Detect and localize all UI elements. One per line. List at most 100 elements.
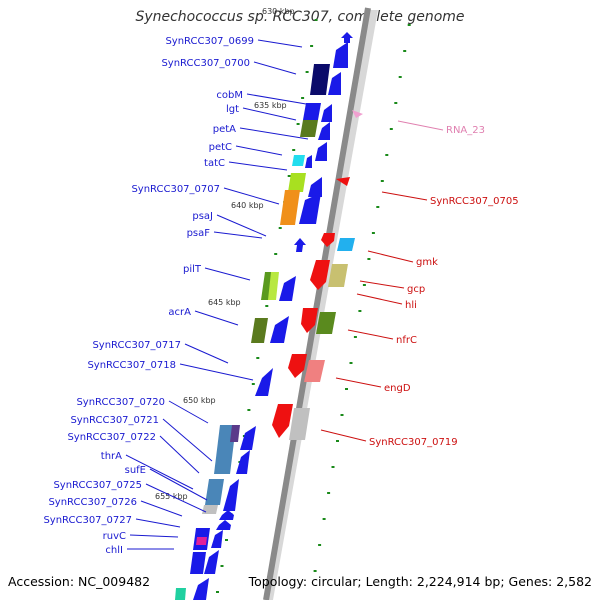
- gene-label-ruvC[interactable]: ruvC: [103, 531, 126, 542]
- gene-arrow-forward[interactable]: [321, 104, 332, 122]
- gene-block[interactable]: [303, 103, 321, 120]
- right-gene-labels: RNA_23 SynRCC307_0705 gmk gcp hli nfrC e…: [320, 120, 519, 448]
- callout-line: [162, 418, 213, 462]
- gene-label-SynRCC307_0727[interactable]: SynRCC307_0727: [43, 515, 132, 526]
- callout-line: [213, 231, 263, 239]
- callout-line: [397, 120, 444, 131]
- gene-label-petA[interactable]: petA: [213, 124, 236, 135]
- gene-arrow-forward[interactable]: [211, 530, 223, 548]
- gene-block-khaki[interactable]: [328, 264, 348, 287]
- gene-arrow-forward[interactable]: [328, 72, 341, 95]
- gene-label-petC[interactable]: petC: [209, 142, 232, 153]
- gene-label-sufE[interactable]: sufE: [125, 465, 146, 476]
- gene-arrow-forward[interactable]: [270, 316, 289, 343]
- callout-line: [149, 468, 208, 501]
- gene-arrow-forward[interactable]: [255, 368, 273, 396]
- gene-arrow-forward[interactable]: [204, 550, 219, 574]
- gene-label-tatC[interactable]: tatC: [204, 158, 225, 169]
- gene-label-pilT[interactable]: pilT: [183, 264, 202, 275]
- gene-label-SynRCC307_0707[interactable]: SynRCC307_0707: [131, 184, 220, 195]
- gene-label-SynRCC307_0725[interactable]: SynRCC307_0725: [53, 480, 142, 491]
- gene-arrow-forward[interactable]: [240, 426, 256, 450]
- gene-arrow-forward[interactable]: [308, 177, 322, 197]
- callout-line: [381, 191, 428, 201]
- gene-arrow-forward[interactable]: [315, 142, 327, 161]
- gene-block-lime[interactable]: [288, 173, 306, 192]
- gene-block-steel[interactable]: [205, 479, 224, 505]
- rna-arrow[interactable]: [352, 110, 363, 118]
- gene-arrow-forward[interactable]: [294, 238, 306, 252]
- gene-arrow-reverse[interactable]: [288, 354, 307, 378]
- callout-line: [194, 310, 239, 326]
- callout-line: [335, 377, 382, 388]
- gene-block-gray[interactable]: [289, 408, 310, 440]
- callout-line: [129, 534, 179, 538]
- gene-block-olive[interactable]: [251, 318, 268, 343]
- gene-arrow-forward[interactable]: [236, 450, 250, 474]
- scale-tick-label: 650 kbp: [183, 396, 216, 405]
- gene-label-SynRCC307_0700[interactable]: SynRCC307_0700: [161, 58, 250, 69]
- gene-label-RNA_23[interactable]: RNA_23: [446, 125, 485, 136]
- gene-block-steel[interactable]: [214, 425, 236, 474]
- accession-text: Accession: NC_009482: [8, 574, 151, 589]
- gene-arrow-forward[interactable]: [193, 578, 209, 600]
- gene-label-SynRCC307_0705[interactable]: SynRCC307_0705: [430, 196, 519, 207]
- callout-line: [159, 435, 200, 474]
- gene-label-SynRCC307_0721[interactable]: SynRCC307_0721: [70, 415, 159, 426]
- gene-block-pilT2[interactable]: [268, 272, 279, 300]
- gene-arrow-reverse[interactable]: [336, 177, 350, 186]
- gene-arrow-forward[interactable]: [318, 122, 330, 140]
- topology-text: Topology: circular; Length: 2,224,914 bp…: [248, 574, 592, 589]
- gene-arrow-forward[interactable]: [333, 42, 348, 68]
- gene-label-SynRCC307_0717[interactable]: SynRCC307_0717: [92, 340, 181, 351]
- scale-ticks: 630 kbp 635 kbp 640 kbp 645 kbp 650 kbp …: [155, 7, 295, 501]
- gene-label-SynRCC307_0718[interactable]: SynRCC307_0718: [87, 360, 176, 371]
- gene-label-gmk[interactable]: gmk: [416, 257, 438, 268]
- gene-label-SynRCC307_0726[interactable]: SynRCC307_0726: [48, 497, 137, 508]
- scale-tick-label: 645 kbp: [208, 298, 241, 307]
- callout-line: [239, 127, 309, 140]
- gene-label-gcp[interactable]: gcp: [407, 284, 425, 295]
- callout-line: [246, 93, 307, 105]
- gene-label-hli[interactable]: hli: [405, 300, 417, 311]
- gene-block-olive[interactable]: [300, 120, 318, 137]
- gene-block-purple[interactable]: [230, 425, 240, 442]
- gene-arrow-reverse[interactable]: [321, 233, 335, 247]
- gene-label-engD[interactable]: engD: [384, 383, 411, 394]
- gene-arrow-forward[interactable]: [279, 276, 296, 301]
- gene-block-cyan[interactable]: [337, 238, 355, 251]
- gene-label-psaJ[interactable]: psaJ: [192, 211, 213, 222]
- gene-arrow-forward[interactable]: [305, 155, 312, 168]
- gene-block-teal[interactable]: [175, 588, 186, 600]
- gene-label-SynRCC307_0722[interactable]: SynRCC307_0722: [67, 432, 156, 443]
- gene-label-SynRCC307_0719[interactable]: SynRCC307_0719: [369, 437, 458, 448]
- gene-label-SynRCC307_0720[interactable]: SynRCC307_0720: [76, 397, 165, 408]
- gene-arrow-reverse[interactable]: [272, 404, 293, 438]
- gene-label-chlI[interactable]: chlI: [105, 545, 123, 556]
- gene-arrow-forward[interactable]: [219, 510, 234, 520]
- gene-block[interactable]: [310, 64, 330, 95]
- gene-arrow-forward[interactable]: [299, 193, 321, 224]
- gene-arrow-reverse[interactable]: [310, 260, 330, 290]
- scale-tick-label: 630 kbp: [262, 7, 295, 16]
- gene-label-cobM[interactable]: cobM: [216, 90, 243, 101]
- gene-label-SynRCC307_0699[interactable]: SynRCC307_0699: [165, 36, 254, 47]
- gene-block[interactable]: [190, 552, 206, 574]
- gene-block-gray[interactable]: [202, 505, 218, 514]
- gene-block-cyan[interactable]: [292, 155, 305, 166]
- gene-label-acrA[interactable]: acrA: [168, 307, 191, 318]
- gene-arrow-forward[interactable]: [223, 479, 239, 511]
- gene-arrow-forward[interactable]: [216, 520, 231, 530]
- gene-label-thrA[interactable]: thrA: [101, 451, 122, 462]
- gene-block-magenta[interactable]: [196, 537, 207, 545]
- gene-block-orange[interactable]: [280, 190, 300, 225]
- gene-label-psaF[interactable]: psaF: [187, 228, 211, 239]
- gene-label-lgt[interactable]: lgt: [226, 104, 239, 115]
- gene-arrow-reverse[interactable]: [301, 308, 318, 333]
- gene-arrow-forward[interactable]: [341, 32, 353, 43]
- gene-block-olive[interactable]: [316, 312, 336, 334]
- gene-block-pink[interactable]: [304, 360, 325, 382]
- gene-label-nfrC[interactable]: nfrC: [396, 335, 417, 346]
- callout-line: [145, 483, 207, 513]
- callout-line: [135, 518, 181, 528]
